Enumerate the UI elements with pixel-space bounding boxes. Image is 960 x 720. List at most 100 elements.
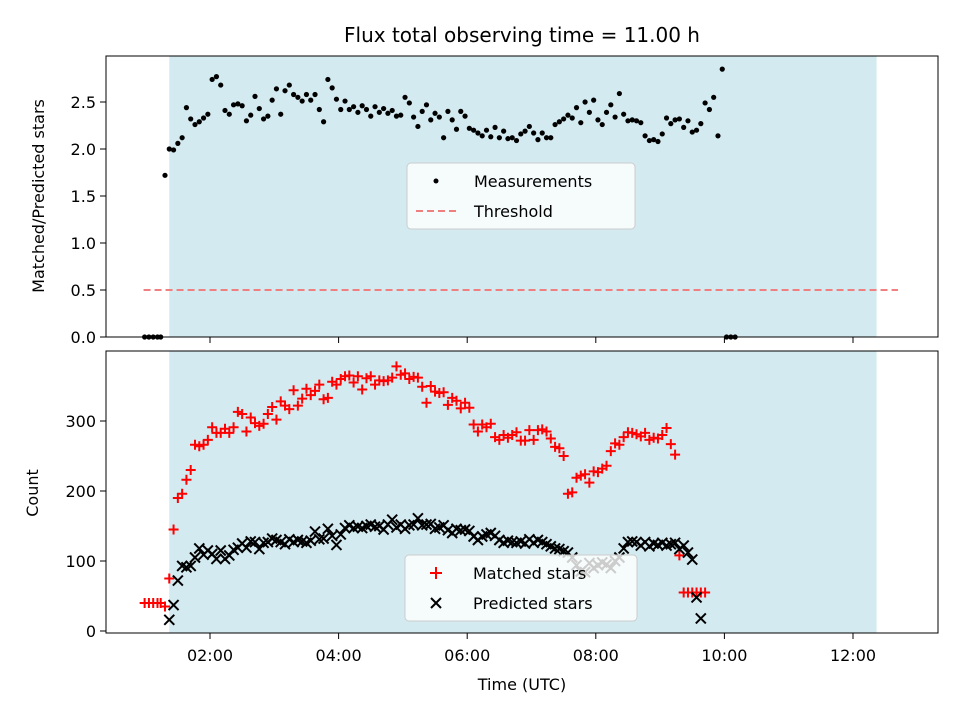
matched-star-point — [245, 412, 256, 423]
y-tick-label: 100 — [65, 552, 96, 571]
measurement-point — [501, 128, 507, 134]
measurement-point — [642, 133, 648, 139]
measurement-point — [333, 96, 340, 102]
predicted-star-point — [185, 560, 197, 572]
measurement-point — [222, 107, 228, 114]
measurement-point — [531, 130, 537, 136]
predicted-star-point — [682, 546, 694, 559]
predicted-star-point — [386, 513, 398, 526]
measurement-point — [646, 137, 652, 144]
predicted-star-point — [403, 519, 416, 532]
predicted-star-point — [322, 523, 334, 535]
measurement-point — [252, 93, 258, 99]
measurement-point — [509, 135, 515, 141]
measurement-point — [445, 108, 451, 114]
matched-star-point — [297, 393, 308, 404]
matched-star-point — [545, 433, 556, 444]
measurement-point — [226, 111, 232, 117]
measurement-point — [535, 137, 541, 143]
measurement-point — [526, 123, 532, 130]
measurement-point — [479, 133, 485, 139]
matched-star-point — [348, 377, 359, 388]
predicted-star-point — [257, 537, 270, 549]
measurement-point — [351, 104, 357, 110]
predicted-star-point — [686, 553, 698, 566]
bottom-ylabel: Count — [23, 469, 42, 517]
x-tick-label: 10:00 — [701, 646, 747, 665]
predicted-star-point — [163, 614, 175, 626]
predicted-star-point — [167, 599, 180, 611]
measurement-point — [170, 147, 177, 153]
predicted-star-point — [309, 525, 321, 538]
measurement-point — [449, 117, 455, 123]
measurement-point — [488, 134, 494, 140]
predicted-star-point — [189, 551, 201, 564]
measurement-point — [676, 116, 682, 122]
matched-star-point — [605, 446, 616, 457]
bottom-legend-box — [404, 554, 638, 622]
matched-star-point — [601, 460, 612, 471]
predicted-star-point — [240, 541, 253, 554]
measurement-point — [355, 109, 361, 115]
matched-star-point — [344, 370, 355, 381]
top-legend: Measurements Threshold — [406, 162, 636, 230]
measurement-point — [711, 94, 717, 100]
predicted-star-point — [549, 542, 561, 555]
matched-star-point — [292, 400, 303, 411]
measurement-point — [706, 106, 712, 113]
legend-measurements-label: Measurements — [474, 172, 592, 191]
measurement-point — [376, 109, 382, 115]
measurement-point — [539, 130, 545, 136]
measurement-point — [316, 106, 322, 113]
measurement-point — [552, 121, 558, 128]
bottom-legend: Matched stars Predicted stars — [404, 554, 638, 622]
measurement-point — [689, 129, 695, 135]
matched-star-point — [468, 419, 479, 430]
matched-star-point — [421, 397, 432, 408]
measurement-point — [655, 138, 661, 145]
matched-star-point — [417, 381, 428, 392]
measurement-point — [453, 126, 460, 132]
measurement-point — [320, 119, 327, 125]
measurement-point — [561, 116, 567, 122]
measurement-point — [518, 131, 524, 137]
matched-star-point — [181, 474, 192, 485]
matched-star-point — [271, 414, 282, 425]
x-tick-label: 06:00 — [444, 646, 490, 665]
measurement-point — [556, 119, 562, 125]
predicted-star-point — [412, 512, 424, 525]
measurement-point — [329, 85, 335, 91]
matched-star-point — [258, 418, 269, 429]
y-tick-label: 300 — [65, 412, 96, 431]
measurement-point — [621, 111, 627, 117]
matched-star-point — [310, 385, 321, 396]
measurement-point — [698, 121, 704, 127]
matched-star-point — [237, 409, 248, 419]
measurement-point — [235, 101, 241, 107]
measurement-point — [308, 97, 314, 103]
bottom-axes-frame — [105, 350, 939, 634]
measurement-point — [230, 102, 237, 108]
matched-star-point — [164, 573, 175, 584]
measurement-point — [273, 86, 280, 92]
matched-star-point — [472, 426, 483, 437]
measurement-point — [402, 94, 408, 100]
matched-star-point — [412, 372, 423, 383]
measurement-point — [569, 115, 575, 121]
matched-star-point — [241, 426, 252, 437]
predicted-star-point — [317, 532, 330, 545]
matched-star-point — [524, 425, 535, 436]
matched-star-point — [485, 418, 496, 429]
measurement-point — [458, 108, 464, 114]
measurement-point — [633, 118, 640, 124]
matched-star-point — [520, 435, 531, 446]
matched-star-point — [661, 423, 672, 433]
matched-star-point — [640, 427, 651, 438]
matched-star-point — [558, 451, 569, 461]
measurement-point — [599, 121, 605, 128]
ratio-points — [142, 66, 899, 340]
matched-star-point — [674, 550, 685, 561]
matched-star-point — [185, 465, 196, 475]
y-tick-label: 0 — [86, 622, 96, 641]
predicted-star-point — [626, 535, 638, 548]
